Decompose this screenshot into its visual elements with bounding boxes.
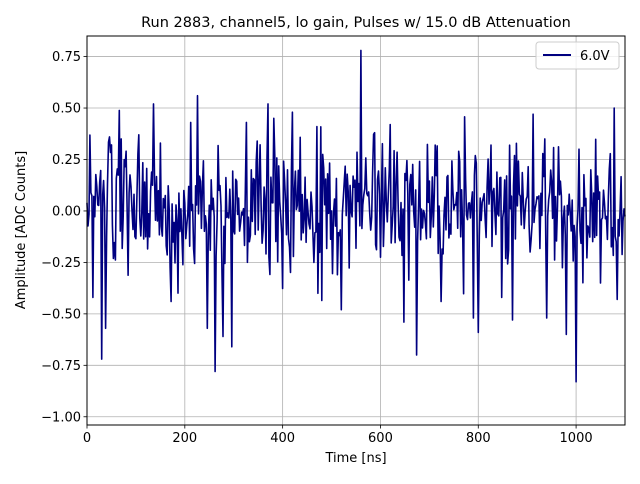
y-axis-label: Amplitude [ADC Counts]	[14, 151, 29, 309]
y-tick-label: −0.25	[41, 256, 81, 271]
x-tick-label: 1000	[560, 431, 593, 446]
x-axis-ticks: 0 200 400 600 800 1000	[83, 425, 593, 446]
legend-box	[535, 41, 620, 70]
x-tick-label: 800	[466, 431, 491, 446]
series-layer	[86, 49, 626, 383]
y-tick-label: 0.50	[52, 102, 81, 117]
chart-title: Run 2883, channel5, lo gain, Pulses w/ 1…	[141, 15, 571, 31]
y-tick-label: −1.00	[41, 410, 81, 425]
y-tick-label: −0.50	[41, 307, 81, 322]
y-tick-label: 0.25	[52, 153, 81, 168]
y-tick-label: −0.75	[41, 359, 81, 374]
x-tick-label: 600	[368, 431, 393, 446]
legend-label-6v: 6.0V	[580, 49, 610, 64]
x-tick-label: 0	[83, 431, 91, 446]
legend: 6.0V	[535, 41, 620, 70]
x-tick-label: 200	[172, 431, 197, 446]
x-axis-label: Time [ns]	[324, 451, 386, 466]
y-tick-label: 0.00	[52, 204, 81, 219]
series-line-60v	[86, 49, 626, 383]
y-tick-label: 0.75	[52, 50, 81, 65]
y-axis-ticks: −1.00 −0.75 −0.50 −0.25 0.00 0.25 0.50 0.75	[41, 50, 87, 425]
plot-frame	[86, 35, 626, 426]
x-tick-label: 400	[270, 431, 295, 446]
